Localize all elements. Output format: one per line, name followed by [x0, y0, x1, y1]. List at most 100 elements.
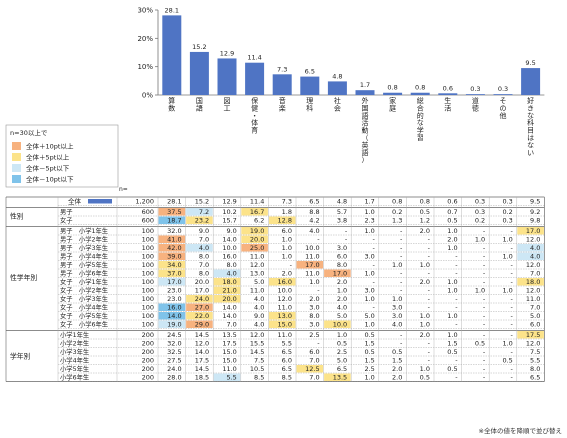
- table-cell: 16.0: [222, 253, 236, 261]
- table-cell: 5.0: [337, 312, 347, 320]
- table-cell: -: [455, 295, 458, 303]
- table-cell: -: [400, 278, 403, 286]
- data-label: 11.4: [247, 54, 261, 62]
- table-cell: 1.0: [447, 227, 457, 235]
- table-cell: -: [428, 287, 431, 295]
- table-cell: 1.0: [447, 278, 457, 286]
- table-cell: 1.0: [420, 365, 430, 373]
- highlight-cell: [517, 331, 544, 339]
- table-cell: 23.2: [195, 217, 209, 225]
- table-cell: 17.0: [333, 270, 347, 278]
- table-cell: 0.7: [447, 208, 457, 216]
- n-header: n=: [119, 186, 128, 193]
- highlight-cell: [186, 312, 213, 320]
- table-cell: -: [455, 304, 458, 312]
- table-cell: 13.5: [333, 374, 347, 382]
- table-cell: 0.3: [475, 208, 485, 216]
- table-cell: 17.0: [305, 261, 319, 269]
- table-cell: 20.0: [222, 295, 236, 303]
- table-cell: 10.0: [278, 287, 292, 295]
- table-cell: 17.5: [222, 340, 236, 348]
- highlight-cell: [158, 244, 186, 252]
- table-cell: 5.5: [226, 374, 236, 382]
- table-cell: -: [483, 365, 486, 373]
- highlight-cell: [158, 235, 186, 243]
- table-cell: 0.5: [447, 365, 457, 373]
- table-cell: -: [400, 340, 403, 348]
- legend-item-label: 全体＋5pt以上: [26, 153, 70, 162]
- table-cell: 9.8: [530, 217, 540, 225]
- table-cell: 0.2: [502, 208, 512, 216]
- table-cell: 9.0: [254, 312, 264, 320]
- legend-swatch: [12, 142, 21, 150]
- table-cell: -: [510, 321, 513, 329]
- highlight-cell: [324, 320, 351, 328]
- data-label: 6.5: [305, 68, 315, 76]
- highlight-cell: [213, 286, 241, 294]
- table-cell: 28.1: [167, 198, 181, 206]
- table-cell: 1.0: [447, 331, 457, 339]
- table-cell: 32.0: [167, 227, 181, 235]
- highlight-cell: [158, 278, 186, 286]
- table-cell: 9.2: [530, 208, 540, 216]
- table-cell: 14.5: [250, 348, 264, 356]
- table-cell: 7.2: [199, 208, 209, 216]
- highlight-cell: [324, 373, 351, 381]
- table-cell: 6.5: [282, 348, 292, 356]
- table-cell: 12.0: [526, 261, 540, 269]
- table-cell: 1.0: [502, 340, 512, 348]
- table-cell: 3.0: [337, 244, 347, 252]
- legend-swatch: [12, 153, 21, 161]
- row-n: 200: [142, 365, 154, 373]
- highlight-cell: [517, 278, 544, 286]
- row-label: 女子 小学2年生: [60, 286, 108, 295]
- data-label: 7.3: [277, 65, 287, 73]
- row-label: 男子 小学4年生: [60, 252, 108, 261]
- table-cell: 8.0: [226, 261, 236, 269]
- highlight-cell: [158, 252, 186, 260]
- table-cell: 18.0: [526, 278, 540, 286]
- table-cell: 12.0: [526, 287, 540, 295]
- table-cell: 13.5: [222, 331, 236, 339]
- row-n: 100: [142, 227, 154, 235]
- table-cell: -: [400, 331, 403, 339]
- table-cell: 17.0: [167, 278, 181, 286]
- table-cell: 21.0: [222, 287, 236, 295]
- row-n: 100: [142, 244, 154, 252]
- table-cell: 15.7: [222, 217, 236, 225]
- table-cell: 13.0: [278, 312, 292, 320]
- group-label: 性学年別: [10, 273, 37, 282]
- bar: [245, 62, 265, 95]
- table-cell: 37.0: [167, 270, 181, 278]
- table-cell: 0.5: [502, 357, 512, 365]
- table-cell: 32.5: [167, 348, 181, 356]
- row-n: 100: [142, 253, 154, 261]
- table-cell: 12.9: [222, 198, 236, 206]
- table-cell: 1.0: [502, 287, 512, 295]
- table-cell: 6.0: [309, 348, 319, 356]
- highlight-cell: [213, 295, 241, 303]
- table-cell: 1.5: [447, 340, 457, 348]
- table-cell: 2.0: [337, 278, 347, 286]
- table-cell: 5.0: [364, 312, 374, 320]
- data-label: 28.1: [165, 6, 179, 14]
- table-cell: 9.0: [199, 227, 209, 235]
- highlight-cell: [241, 208, 268, 216]
- table-cell: 0.5: [447, 217, 457, 225]
- row-label: 女子 小学1年生: [60, 277, 108, 286]
- y-tick-label: 10%: [137, 63, 153, 71]
- row-label: 女子: [60, 216, 73, 225]
- table-cell: 15.0: [222, 357, 236, 365]
- table-cell: 14.0: [222, 304, 236, 312]
- data-label: 0.8: [415, 84, 425, 92]
- highlight-cell: [186, 295, 213, 303]
- table-cell: 7.0: [199, 261, 209, 269]
- legend-item-label: 全体－10pt以下: [26, 175, 74, 184]
- table-cell: -: [510, 331, 513, 339]
- row-n: 200: [142, 374, 154, 382]
- table-cell: 1.0: [337, 287, 347, 295]
- row-label: 全体: [68, 197, 82, 206]
- table-cell: -: [455, 261, 458, 269]
- table-cell: 11.0: [278, 304, 292, 312]
